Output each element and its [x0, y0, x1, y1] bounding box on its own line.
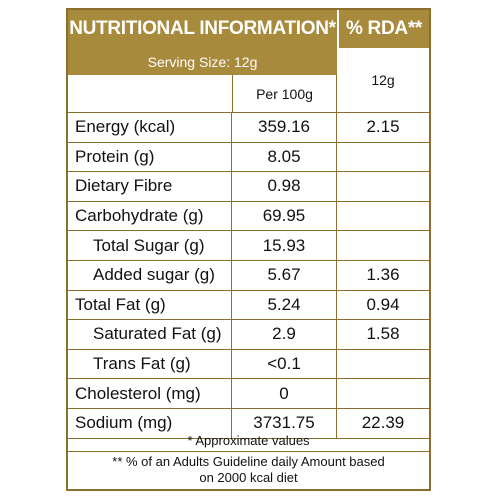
serving-size: Serving Size: 12g: [68, 48, 337, 75]
nutrient-rda: 2.15: [337, 113, 429, 143]
nutrient-rda: [337, 231, 429, 261]
approx-note: * Approximate values: [68, 429, 429, 452]
nutrient-name: Cholesterol (mg): [68, 379, 232, 409]
rda-title: % RDA**: [339, 10, 429, 48]
nutrient-name: Saturated Fat (g): [68, 320, 232, 350]
nutrient-name: Energy (kcal): [68, 113, 232, 143]
nutrient-name: Total Sugar (g): [68, 231, 232, 261]
nutrition-table: NUTRITIONAL INFORMATION* % RDA** Serving…: [66, 8, 431, 491]
gda-note-line2: on 2000 kcal diet: [199, 470, 298, 485]
nutrient-name: Trans Fat (g): [68, 349, 232, 380]
nutrient-rda: 1.36: [337, 261, 429, 291]
nutrient-rda: [337, 350, 429, 380]
nutrient-rda: 22.39: [337, 409, 429, 439]
per-100g-header: Per 100g: [232, 75, 337, 113]
nutrient-rda: [337, 202, 429, 232]
nutrient-value: 15.93: [232, 231, 337, 261]
nutrient-value: 0.98: [232, 172, 337, 202]
header-divider: [337, 10, 339, 48]
nutrient-rda: [337, 143, 429, 173]
nutrient-rda: 0.94: [337, 291, 429, 321]
rda-12g-header: 12g: [337, 48, 429, 113]
nutrient-value: 5.67: [232, 261, 337, 291]
nutrient-name: Carbohydrate (g): [68, 201, 232, 232]
nutrient-header-cell: [68, 75, 232, 113]
nutrient-value: 2.9: [232, 320, 337, 350]
nutrient-value: 69.95: [232, 201, 337, 232]
nutrient-name: Dietary Fibre: [68, 172, 232, 202]
nutrient-rda: 1.58: [337, 320, 429, 350]
nutrient-value: 359.16: [232, 113, 337, 143]
nutrient-value: 0: [232, 379, 337, 409]
nutrient-name: Total Fat (g): [68, 290, 232, 321]
gda-note: ** % of an Adults Guideline daily Amount…: [68, 452, 429, 489]
nutrient-rda: [337, 172, 429, 202]
nutrient-name: Added sugar (g): [68, 261, 232, 291]
nutrient-name: Protein (g): [68, 142, 232, 173]
nutrient-value: <0.1: [232, 349, 337, 380]
nutrient-name: Sodium (mg): [68, 409, 232, 439]
nutrient-value: 5.24: [232, 290, 337, 321]
table-title: NUTRITIONAL INFORMATION*: [68, 10, 337, 48]
gda-note-line1: ** % of an Adults Guideline daily Amount…: [112, 454, 385, 469]
nutrient-value: 8.05: [232, 142, 337, 173]
nutrient-value: 3731.75: [232, 409, 337, 439]
nutrient-rda: [337, 379, 429, 409]
